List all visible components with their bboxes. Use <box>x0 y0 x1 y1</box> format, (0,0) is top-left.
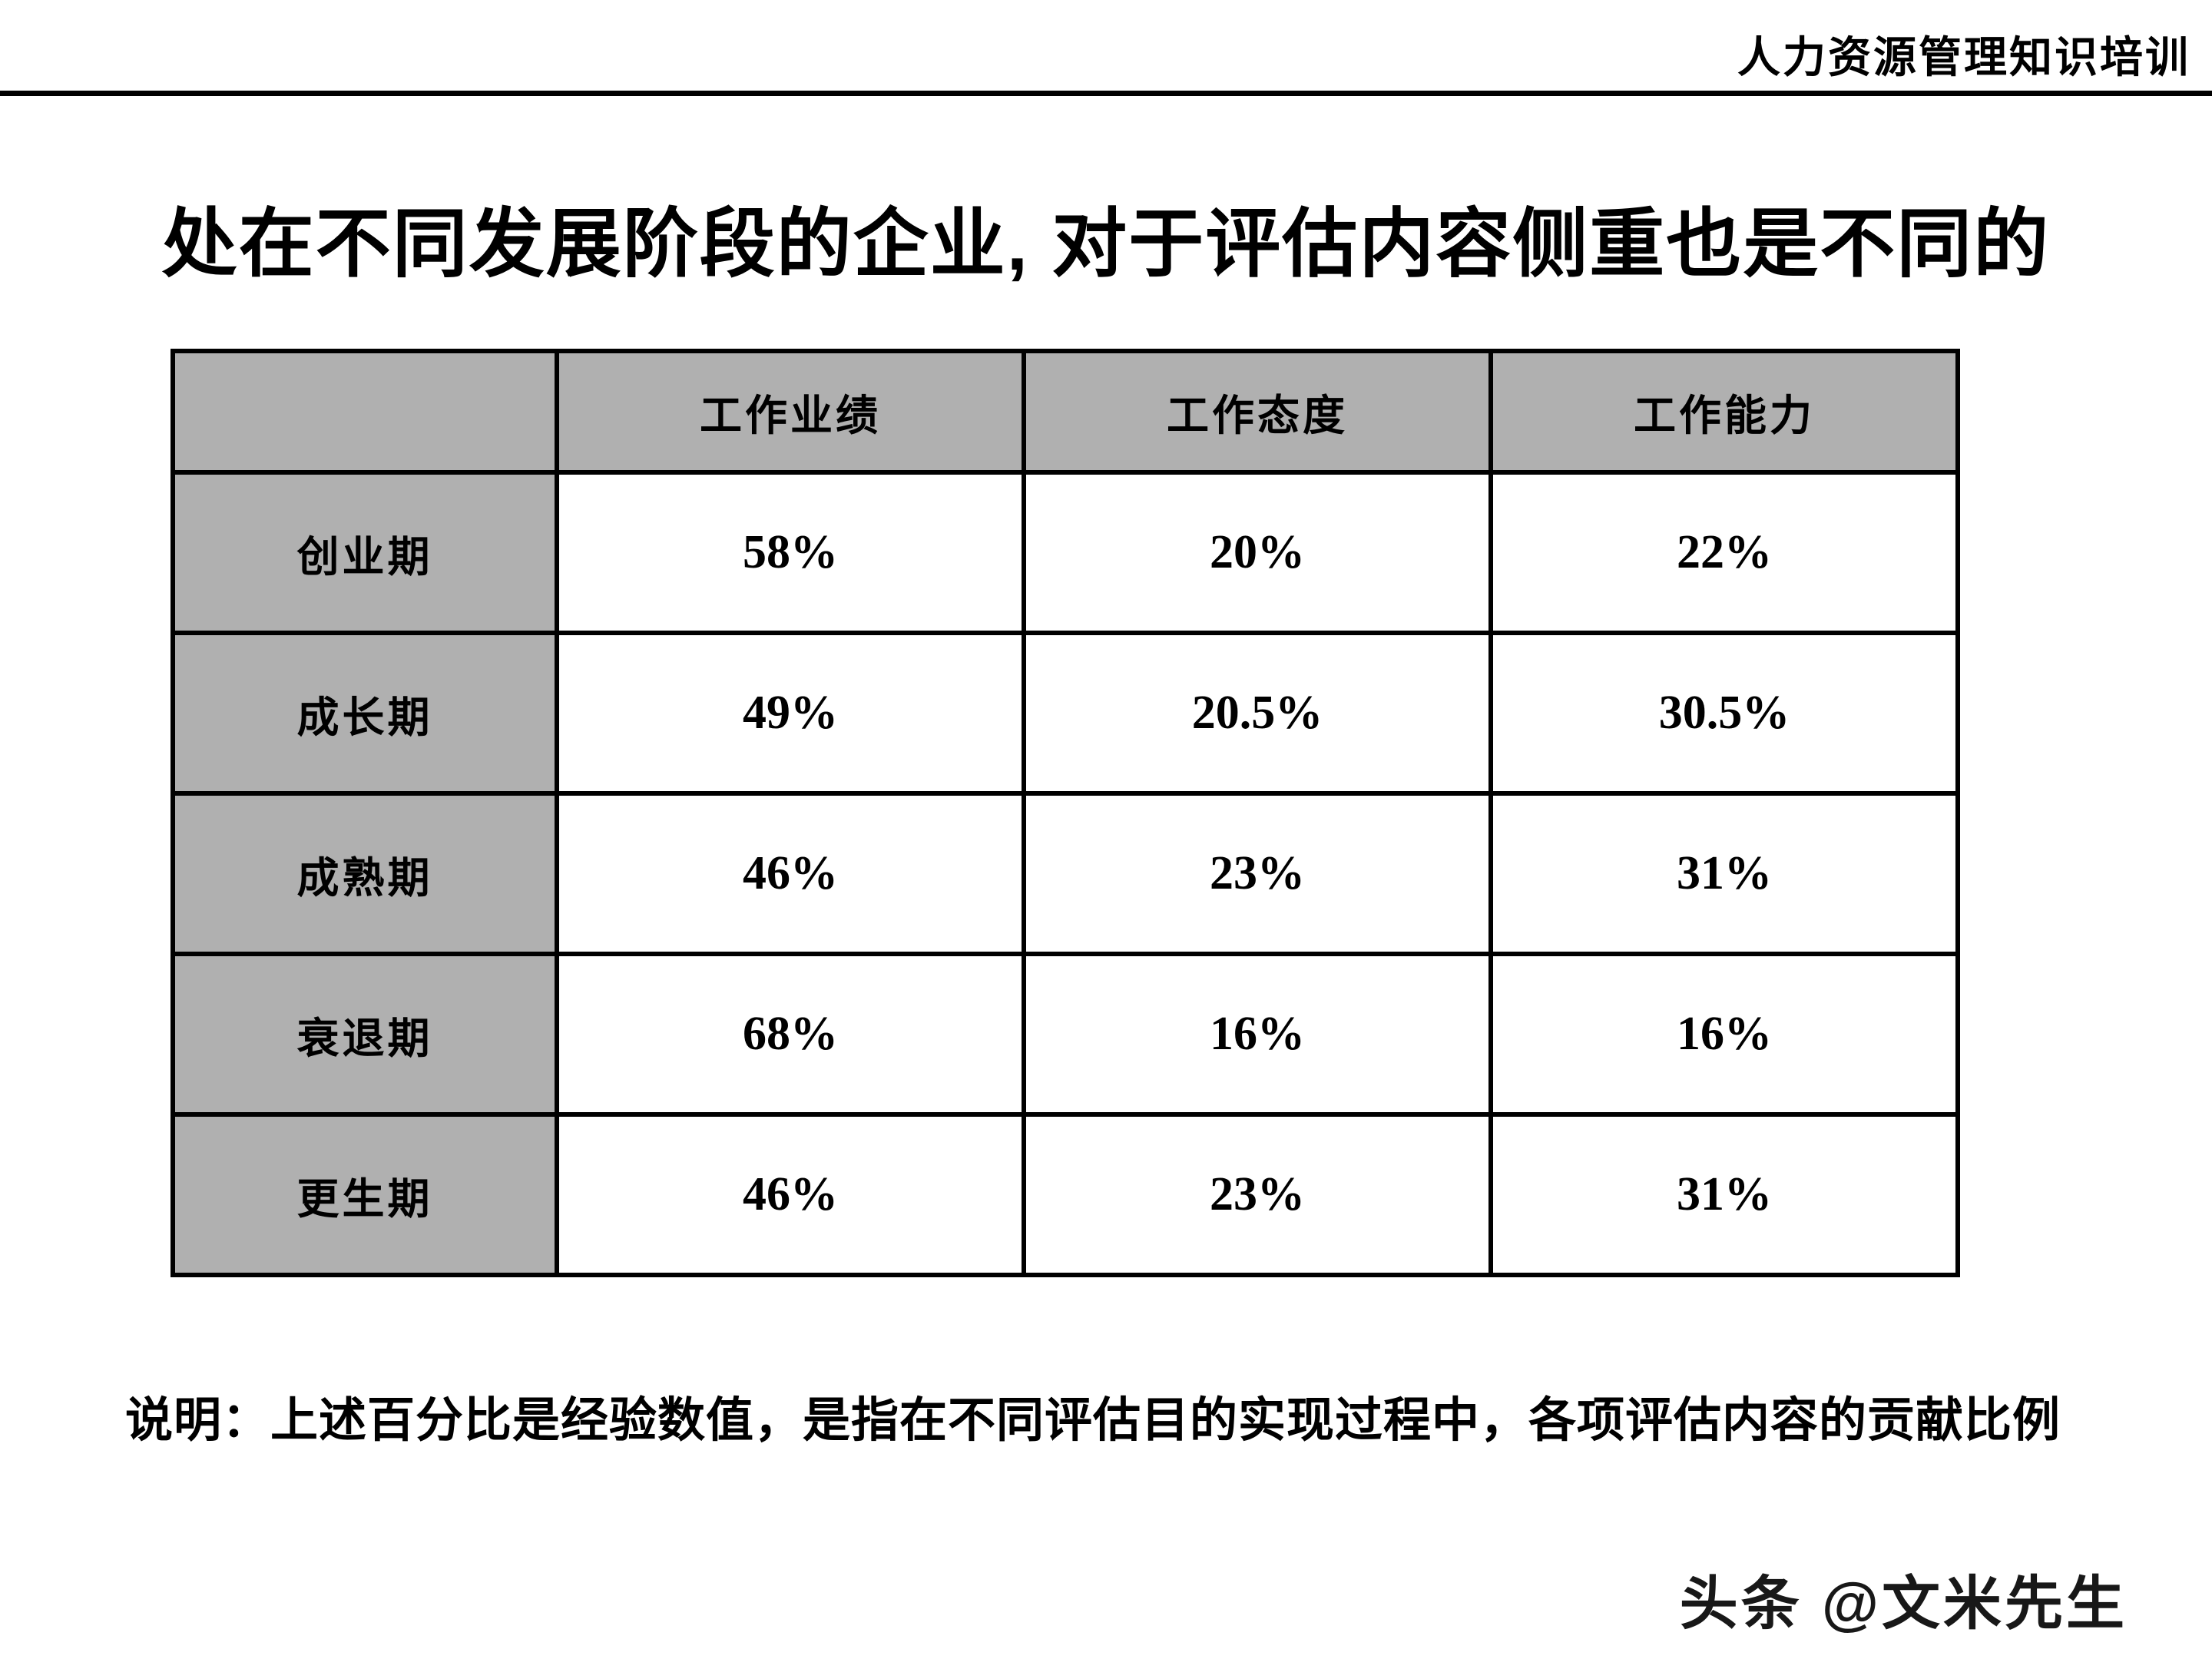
slide-title: 处在不同发展阶段的企业, 对于评估内容侧重也是不同的 <box>161 201 2051 286</box>
cell-value: 20.5% <box>1022 631 1493 796</box>
cell-value: 68% <box>555 952 1026 1117</box>
row-label-renewal: 更生期 <box>171 1112 559 1277</box>
table-corner-cell <box>171 349 559 475</box>
cell-value: 20% <box>1022 470 1493 635</box>
evaluation-weights-table: 工作业绩 工作态度 工作能力 创业期 58% 20% 22% 成长期 49% 2… <box>171 349 1960 1277</box>
column-header-performance: 工作业绩 <box>555 349 1026 475</box>
table-row: 创业期 58% 20% 22% <box>171 470 1960 635</box>
table-row: 成熟期 46% 23% 31% <box>171 791 1960 956</box>
cell-value: 31% <box>1488 1112 1960 1277</box>
cell-value: 46% <box>555 1112 1026 1277</box>
cell-value: 23% <box>1022 791 1493 956</box>
cell-value: 46% <box>555 791 1026 956</box>
cell-value: 16% <box>1488 952 1960 1117</box>
header-divider-rule <box>0 91 2212 96</box>
table-row: 成长期 49% 20.5% 30.5% <box>171 631 1960 796</box>
row-label-growth: 成长期 <box>171 631 559 796</box>
table-row: 更生期 46% 23% 31% <box>171 1112 1960 1277</box>
row-label-decline: 衰退期 <box>171 952 559 1117</box>
cell-value: 58% <box>555 470 1026 635</box>
cell-value: 22% <box>1488 470 1960 635</box>
column-header-ability: 工作能力 <box>1488 349 1960 475</box>
cell-value: 16% <box>1022 952 1493 1117</box>
cell-value: 30.5% <box>1488 631 1960 796</box>
table-header-row: 工作业绩 工作态度 工作能力 <box>171 349 1960 475</box>
row-label-maturity: 成熟期 <box>171 791 559 956</box>
column-header-attitude: 工作态度 <box>1022 349 1493 475</box>
document-header-title: 人力资源管理知识培训 <box>1737 33 2190 81</box>
row-label-startup: 创业期 <box>171 470 559 635</box>
table-row: 衰退期 68% 16% 16% <box>171 952 1960 1117</box>
cell-value: 49% <box>555 631 1026 796</box>
watermark-toutiao: 头条 @文米先生 <box>1679 1571 2128 1637</box>
explanation-note: 说明：上述百分比是经验数值，是指在不同评估目的实现过程中，各项评估内容的贡献比例 <box>125 1394 2061 1447</box>
cell-value: 31% <box>1488 791 1960 956</box>
cell-value: 23% <box>1022 1112 1493 1277</box>
